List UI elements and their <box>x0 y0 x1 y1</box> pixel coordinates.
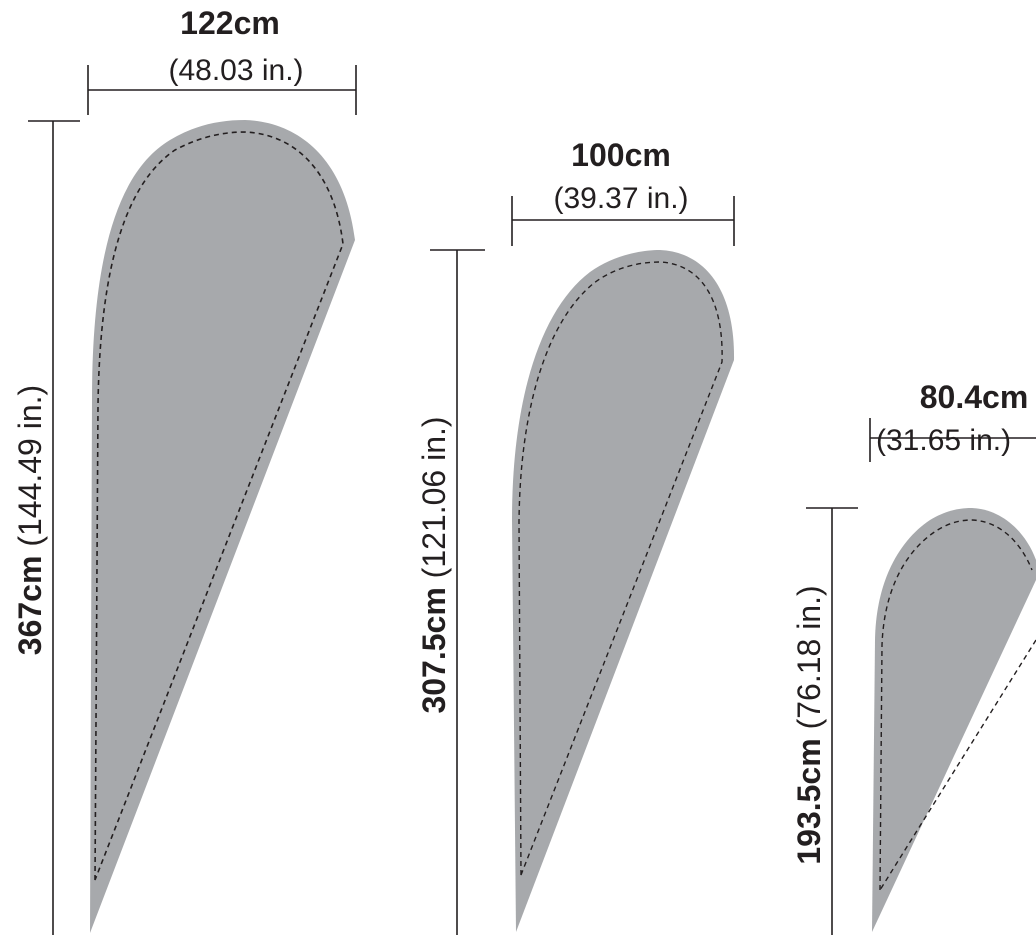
flag-small-height-label: 193.5cm (76.18 in.) <box>791 585 827 864</box>
flag-large-seam <box>94 131 344 881</box>
flag-small-shape <box>872 508 1036 932</box>
flag-medium-height-cm: 307.5cm <box>416 587 452 713</box>
flag-small-seam-right <box>879 639 1036 891</box>
flag-small-height-cm: 193.5cm <box>791 738 827 864</box>
flag-large-shape <box>90 120 355 933</box>
flag-small: 80.4cm (31.65 in.) 193.5cm (76.18 in.) <box>791 379 1036 935</box>
flag-large-height-label: 367cm (144.49 in.) <box>12 385 48 655</box>
flag-small-width-cm: 80.4cm <box>920 379 1029 415</box>
flag-small-width-in: (31.65 in.) <box>876 424 1011 457</box>
flag-medium-height-in: (121.06 in.) <box>416 416 452 587</box>
flag-medium-shape <box>512 250 735 932</box>
flag-large-width-in: (48.03 in.) <box>168 54 303 87</box>
flag-medium-width-cm: 100cm <box>571 137 671 173</box>
flag-large-height-in: (144.49 in.) <box>12 385 48 556</box>
flag-medium-height-label: 307.5cm (121.06 in.) <box>416 416 452 713</box>
flag-large-height-cm: 367cm <box>12 556 48 656</box>
flag-small-height-in: (76.18 in.) <box>791 585 827 738</box>
flag-medium-width-in: (39.37 in.) <box>553 182 688 215</box>
flag-medium-seam <box>518 261 723 876</box>
flag-large: 122cm (48.03 in.) 367cm (144.49 in.) <box>12 5 357 935</box>
flag-small-seam <box>879 519 1033 891</box>
flag-large-width-cm: 122cm <box>180 5 280 41</box>
flag-medium: 100cm (39.37 in.) 307.5cm (121.06 in.) <box>416 137 735 935</box>
